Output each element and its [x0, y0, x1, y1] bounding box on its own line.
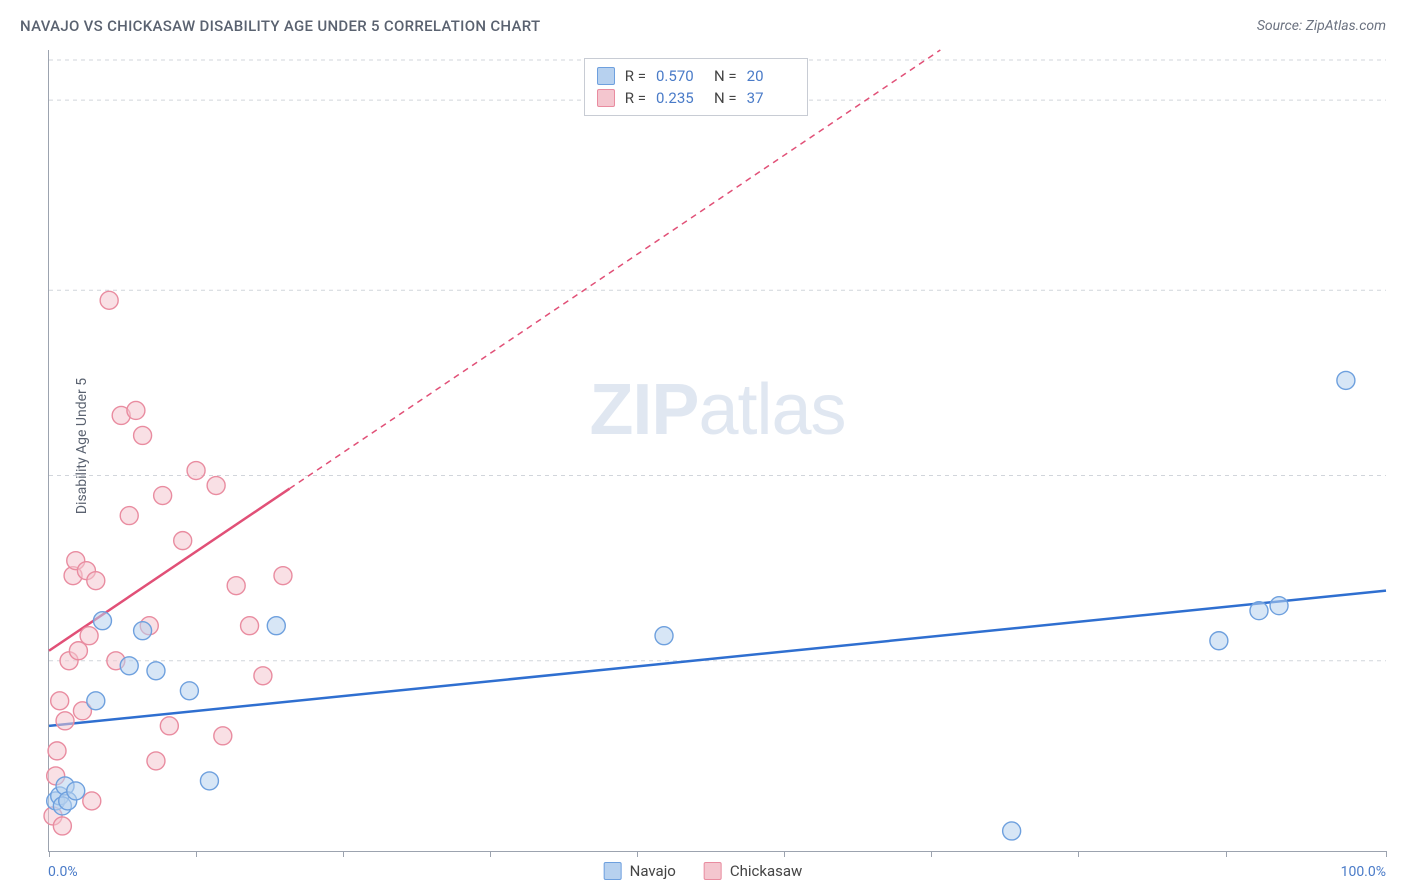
chickasaw-r-value: 0.235 [656, 89, 704, 107]
navajo-label: Navajo [630, 862, 676, 880]
r-label: R = [625, 67, 646, 85]
chickasaw-swatch-icon [597, 89, 615, 107]
y-tick-label: 15.0% [1391, 92, 1406, 108]
chart-plot-area: ZIPatlas R = 0.570 N = 20 R = 0.235 N = … [48, 50, 1386, 852]
legend-bottom: Navajo Chickasaw [604, 862, 803, 880]
x-tick-mark [49, 851, 50, 857]
n-label: N = [714, 67, 737, 85]
x-tick-mark [343, 851, 344, 857]
x-axis-max-label: 100.0% [1341, 864, 1386, 880]
x-tick-mark [490, 851, 491, 857]
x-tick-mark [784, 851, 785, 857]
y-tick-label: 3.8% [1391, 653, 1406, 669]
legend-stats-box: R = 0.570 N = 20 R = 0.235 N = 37 [584, 58, 808, 116]
r-label: R = [625, 89, 646, 107]
legend-stats-row-navajo: R = 0.570 N = 20 [597, 65, 795, 87]
legend-item-navajo: Navajo [604, 862, 676, 880]
x-tick-mark [196, 851, 197, 857]
y-tick-label: 7.5% [1391, 468, 1406, 484]
y-tick-label: 11.2% [1391, 282, 1406, 298]
chart-title: NAVAJO VS CHICKASAW DISABILITY AGE UNDER… [20, 17, 540, 35]
legend-stats-row-chickasaw: R = 0.235 N = 37 [597, 87, 795, 109]
x-tick-mark [1226, 851, 1227, 857]
chickasaw-swatch-icon [704, 862, 722, 880]
source-attribution: Source: ZipAtlas.com [1257, 18, 1386, 34]
x-tick-mark [1078, 851, 1079, 857]
x-tick-mark [637, 851, 638, 857]
plot-svg [49, 50, 1386, 851]
navajo-swatch-icon [597, 67, 615, 85]
x-tick-mark [931, 851, 932, 857]
navajo-r-value: 0.570 [656, 67, 704, 85]
x-axis-min-label: 0.0% [48, 864, 78, 880]
x-tick-mark [1386, 851, 1387, 857]
navajo-n-value: 20 [747, 67, 795, 85]
legend-item-chickasaw: Chickasaw [704, 862, 802, 880]
chickasaw-n-value: 37 [747, 89, 795, 107]
navajo-swatch-icon [604, 862, 622, 880]
n-label: N = [714, 89, 737, 107]
chickasaw-label: Chickasaw [730, 862, 802, 880]
plot-region: ZIPatlas R = 0.570 N = 20 R = 0.235 N = … [48, 50, 1386, 852]
